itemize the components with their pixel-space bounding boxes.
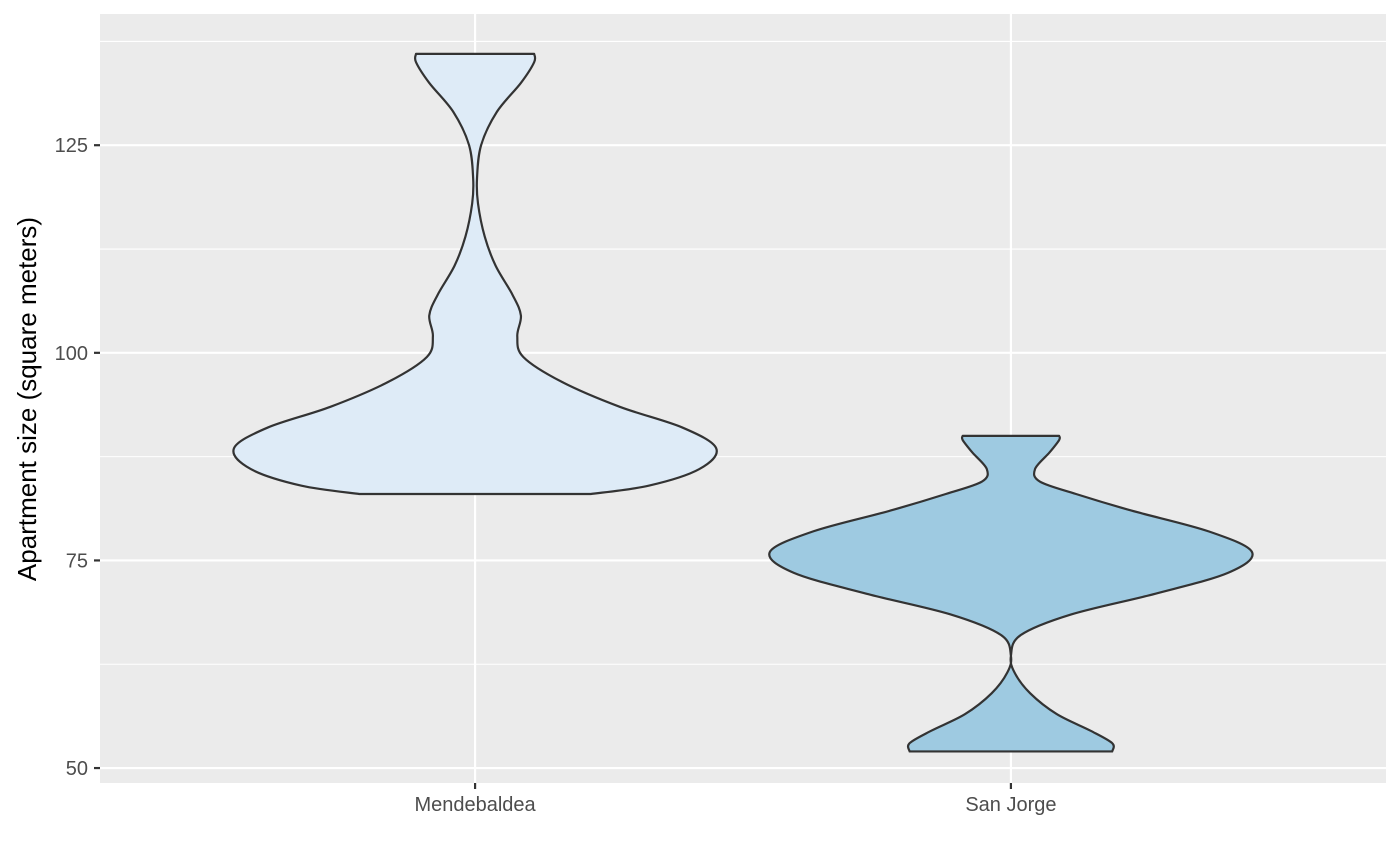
violins	[232, 52, 1254, 753]
y-axis: 50 75 100 125	[55, 135, 100, 780]
y-tick-label: 100	[55, 343, 88, 365]
y-tick-label: 125	[55, 135, 88, 157]
panel-background	[100, 14, 1386, 783]
x-tick-label: San Jorge	[965, 794, 1056, 816]
y-axis-title: Apartment size (square meters)	[12, 217, 42, 581]
y-tick-label: 75	[66, 550, 88, 572]
x-axis: Mendebaldea San Jorge	[414, 783, 1057, 816]
x-tick-label: Mendebaldea	[414, 794, 536, 816]
y-tick-label: 50	[66, 758, 88, 780]
violin-mendebaldea	[232, 52, 718, 496]
violin-san-jorge	[768, 434, 1254, 753]
